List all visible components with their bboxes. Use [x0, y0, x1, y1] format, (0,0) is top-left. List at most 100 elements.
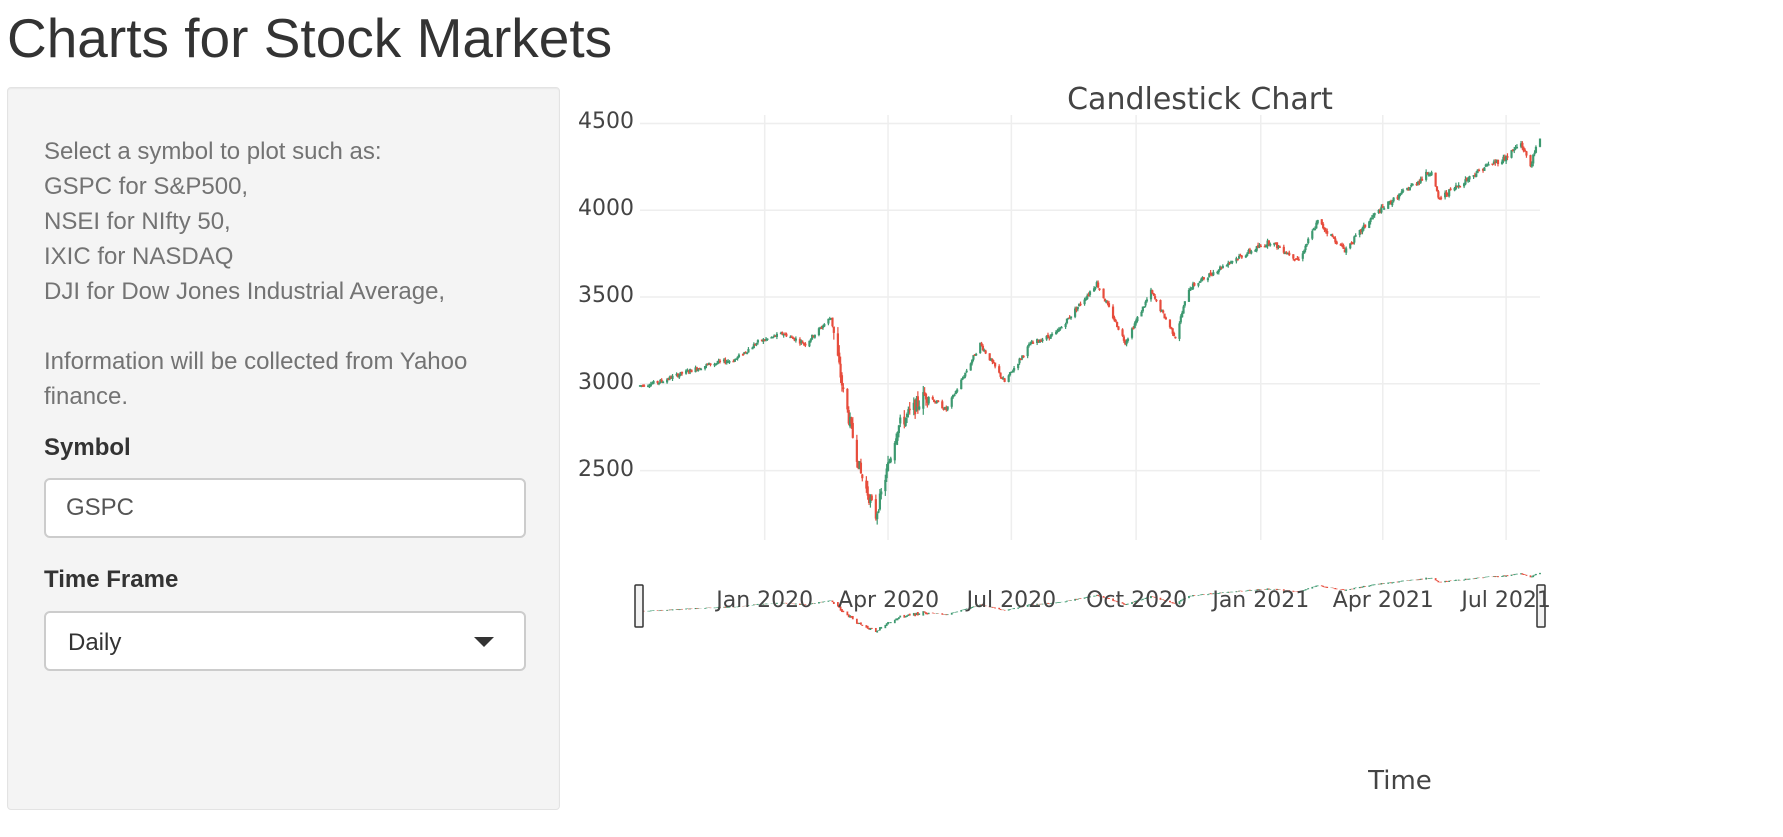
candle-body — [1160, 309, 1163, 312]
candle-body — [1031, 342, 1035, 344]
candle-body — [1430, 172, 1433, 176]
range-slider-handle-left[interactable] — [634, 584, 644, 628]
candle-body — [1343, 249, 1346, 253]
candle-body — [1162, 310, 1165, 313]
candle-body — [1491, 163, 1494, 166]
candle-body — [964, 372, 967, 377]
candle-body — [1092, 288, 1096, 292]
candle-body — [855, 439, 858, 462]
candle-body — [648, 385, 651, 388]
candle-body — [782, 334, 785, 336]
candle-body — [1293, 259, 1296, 261]
x-axis-title: Time — [1368, 766, 1432, 796]
candle-body — [1244, 255, 1247, 258]
candle-body — [690, 369, 693, 373]
candle-body — [981, 345, 985, 351]
candle-body — [1475, 173, 1478, 177]
candle-body — [1231, 261, 1234, 263]
candle-body — [1021, 355, 1024, 359]
candle-body — [1465, 178, 1468, 181]
candle-body — [994, 362, 997, 367]
candle-body — [1503, 156, 1506, 161]
candle-body — [1246, 253, 1249, 256]
symbol-input[interactable] — [44, 478, 526, 538]
candle-body — [954, 391, 957, 395]
candle-body — [1087, 294, 1090, 297]
candle-body — [1250, 251, 1253, 254]
candle-body — [699, 368, 703, 371]
candle-body — [983, 350, 986, 352]
candle-body — [708, 362, 711, 365]
candle-body — [1396, 196, 1399, 200]
candle-body — [728, 361, 731, 363]
page-title: Charts for Stock Markets — [7, 7, 613, 69]
candle-body — [1446, 193, 1449, 196]
candle-body — [752, 344, 755, 349]
candle-body — [678, 374, 681, 378]
candle-body — [1106, 301, 1109, 304]
candle-body — [866, 486, 869, 496]
candle-body — [1435, 186, 1439, 191]
candle-body — [1217, 269, 1220, 273]
candle-body — [764, 338, 768, 341]
candle-body — [1247, 249, 1250, 253]
candle-body — [651, 383, 654, 385]
candle-body — [1140, 311, 1143, 317]
candle-body — [1331, 235, 1334, 238]
candle-body — [1000, 377, 1003, 379]
help-spacer — [44, 309, 524, 344]
candle-body — [1326, 231, 1329, 234]
candle-body — [1533, 152, 1536, 155]
candle-body — [989, 358, 993, 361]
candle-body — [1313, 228, 1317, 231]
candle-body — [1235, 258, 1238, 262]
candle-body — [941, 401, 944, 409]
candle-body — [695, 367, 699, 371]
candle-body — [960, 379, 963, 390]
candle-body — [895, 438, 898, 444]
symbol-label: Symbol — [44, 434, 131, 461]
candle-body — [1050, 333, 1054, 336]
candle-body — [675, 373, 678, 376]
candle-body — [1359, 229, 1363, 232]
candle-body — [686, 370, 689, 372]
range-slider-handle-right[interactable] — [1536, 584, 1546, 628]
candle-body — [817, 328, 821, 336]
candle-body — [1113, 317, 1116, 321]
candle-body — [652, 381, 655, 384]
candle-body — [1055, 331, 1058, 335]
candle-body — [762, 339, 765, 342]
candle-body — [1255, 246, 1258, 251]
candle-body — [869, 497, 872, 503]
candle-body — [1502, 156, 1505, 162]
candle-body — [1197, 283, 1200, 286]
candle-body — [1164, 317, 1168, 320]
candle-body — [1483, 167, 1486, 171]
candle-body — [1362, 225, 1365, 229]
candle-body — [1305, 243, 1308, 246]
candle-body — [1172, 332, 1176, 337]
candle-body — [1368, 221, 1371, 228]
candle-body — [1190, 288, 1193, 290]
candle-body — [1086, 295, 1089, 300]
candle-body — [1445, 192, 1448, 195]
candle-body — [1354, 235, 1357, 237]
candle-body — [1149, 289, 1153, 300]
candle-body — [1487, 164, 1490, 166]
candle-body — [1284, 252, 1287, 255]
chart-plot[interactable] — [634, 70, 1780, 820]
candle-body — [1420, 178, 1424, 181]
candlestick-chart[interactable]: Candlestick Chart Time 2500 3000 3500 4000 4… — [578, 70, 1780, 820]
candle-body — [1439, 197, 1443, 199]
candle-body — [794, 338, 797, 341]
candle-body — [984, 350, 987, 354]
timeframe-select[interactable]: Daily — [44, 611, 526, 671]
candle-body — [838, 352, 841, 363]
candle-body — [771, 336, 774, 339]
candle-body — [1027, 344, 1031, 346]
candle-body — [676, 373, 680, 377]
candle-body — [1370, 217, 1374, 220]
candle-body — [1410, 184, 1413, 187]
candle-body — [781, 332, 784, 335]
candle-body — [1022, 355, 1025, 358]
